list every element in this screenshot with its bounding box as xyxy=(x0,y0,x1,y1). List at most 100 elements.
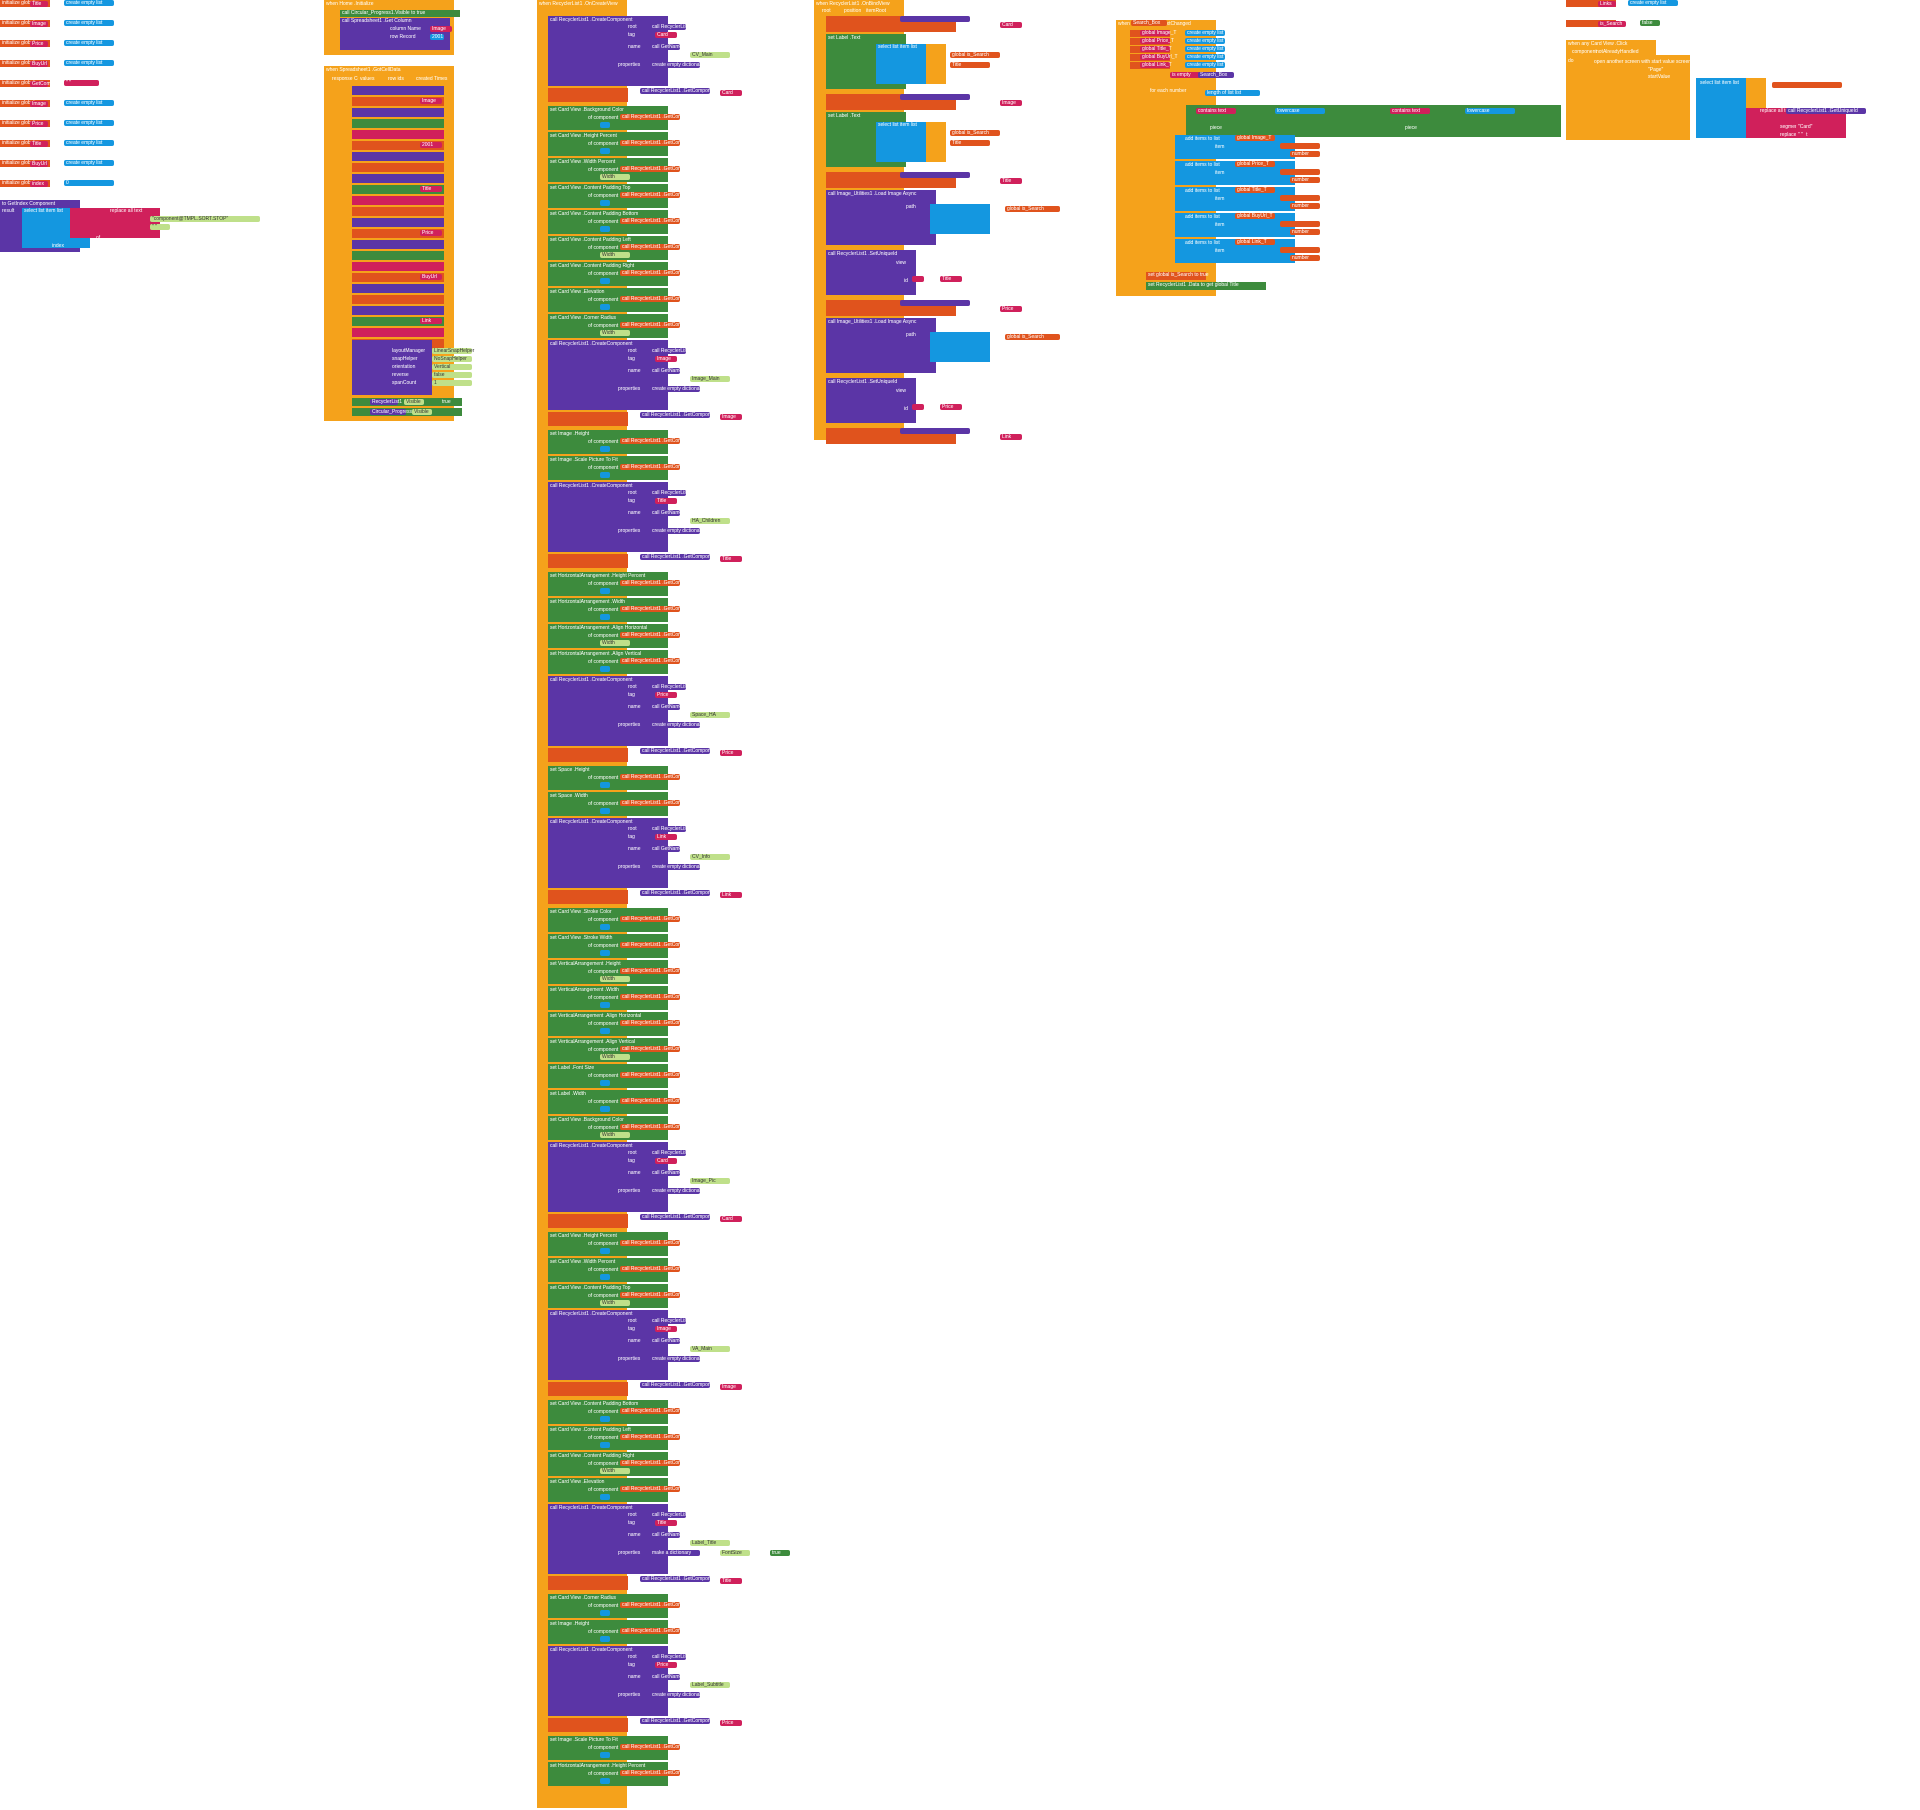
statement-row[interactable] xyxy=(352,251,444,260)
global-initializer[interactable]: initialize global xyxy=(0,40,50,47)
getname-pill[interactable]: call GetName xyxy=(650,510,682,516)
get-component-pill[interactable]: call RecyclerList1 .GetComponent xyxy=(620,296,698,302)
statement-row[interactable] xyxy=(352,240,444,249)
set-global-getcomponent[interactable] xyxy=(548,890,628,904)
tag-pill[interactable]: Link xyxy=(720,892,742,898)
statement-row[interactable] xyxy=(352,86,444,95)
get-component-pill[interactable]: call RecyclerList1 .GetComponent xyxy=(620,1292,698,1298)
get-component-pill[interactable]: call RecyclerList1 .GetComponent xyxy=(620,192,698,198)
statement-row[interactable] xyxy=(352,273,444,282)
select-list-block[interactable] xyxy=(930,204,990,234)
global-initializer[interactable]: initialize global xyxy=(0,0,50,7)
get-component-pill[interactable]: call RecyclerList1 .GetComponent xyxy=(620,580,698,586)
param-pill[interactable]: response Code xyxy=(330,76,366,82)
init-value-pill[interactable]: LinearSnapHelper xyxy=(432,348,474,354)
global-pill[interactable]: global Title_T xyxy=(1235,187,1275,193)
statement-row[interactable] xyxy=(352,295,444,304)
replacement-pill[interactable]: " " xyxy=(150,224,170,230)
empty-list-pill[interactable]: create empty list xyxy=(1185,46,1225,52)
get-component-pill[interactable]: call RecyclerList1 .GetComponent xyxy=(640,1718,718,1724)
dict-key-pill[interactable]: FontSize xyxy=(720,1550,750,1556)
get-component-pill[interactable]: call RecyclerList1 .GetComponent xyxy=(620,1460,698,1466)
create-component-block[interactable]: call RecyclerList1 .CreateComponent root t… xyxy=(548,1646,668,1716)
tag-pill[interactable]: Card xyxy=(1000,22,1022,28)
setter-value-pill[interactable] xyxy=(600,226,610,232)
get-component-pill[interactable]: call RecyclerList1 .GetComponent xyxy=(620,606,698,612)
setter-value-pill[interactable] xyxy=(600,614,610,620)
setter-value-pill[interactable]: Width xyxy=(600,1300,630,1306)
set-data[interactable] xyxy=(1146,282,1266,290)
global-pill[interactable]: global Link_T xyxy=(1235,239,1275,245)
statement-row[interactable] xyxy=(352,196,444,205)
param-pill[interactable]: values xyxy=(358,76,384,82)
global-pill[interactable]: global Image_T xyxy=(1140,30,1176,36)
get-component-pill[interactable]: call RecyclerList1 .GetComponent xyxy=(620,1124,698,1130)
global-name-pill[interactable]: Price xyxy=(30,41,48,47)
create-component-block[interactable]: call RecyclerList1 .CreateComponent root t… xyxy=(548,482,668,552)
segment-pill[interactable]: "component@TMPL.SORT.STOP" xyxy=(150,216,260,222)
dictionary-pill[interactable]: create empty dictionary xyxy=(650,864,704,870)
statement-row[interactable] xyxy=(352,163,444,172)
get-component-pill[interactable] xyxy=(900,428,970,434)
setter-value-pill[interactable] xyxy=(600,1636,610,1642)
get-component-pill[interactable]: call RecyclerList1 .GetComponent xyxy=(620,270,698,276)
tag-pill[interactable]: Title xyxy=(720,1578,742,1584)
dictionary-pill[interactable]: create empty dictionary xyxy=(650,386,704,392)
tag-pill[interactable]: Price xyxy=(655,1662,677,1668)
dictionary-pill[interactable]: create empty dictionary xyxy=(650,1188,704,1194)
set-global-getcomponent[interactable] xyxy=(548,748,628,762)
set-global-getcomponent[interactable] xyxy=(548,1214,628,1228)
tag-pill[interactable]: Image xyxy=(655,356,677,362)
index-value-pill[interactable] xyxy=(70,242,78,248)
tag-pill[interactable]: Title xyxy=(720,556,742,562)
replace-text-block[interactable] xyxy=(70,208,160,238)
global-name-pill[interactable]: Image xyxy=(30,101,48,107)
get-component-pill[interactable]: call RecyclerList1 .GetComponent xyxy=(640,1214,718,1220)
param-pill[interactable]: root xyxy=(820,8,840,14)
tag-pill[interactable]: Title xyxy=(940,276,962,282)
set-unique-id-block[interactable]: call RecyclerList1 .SetUniqueId view id xyxy=(826,250,916,295)
get-component-pill[interactable]: call RecyclerList1 .GetComponent xyxy=(620,994,698,1000)
get-component-pill[interactable]: call RecyclerList1 .GetComponent xyxy=(620,140,698,146)
get-component-pill[interactable]: call RecyclerList1 .GetComponent xyxy=(620,166,698,172)
inner-get-pill[interactable]: call RecyclerList1 .GetComponent xyxy=(650,1150,728,1156)
get-component-pill[interactable]: call RecyclerList1 .GetComponent xyxy=(620,942,698,948)
global-pill[interactable]: global Price_T xyxy=(1140,38,1174,44)
setter-value-pill[interactable] xyxy=(600,924,610,930)
get-component-pill[interactable]: call RecyclerList1 .GetComponent xyxy=(640,748,718,754)
open-screen-block[interactable] xyxy=(1590,55,1690,140)
global-initializer[interactable] xyxy=(1566,0,1616,7)
number-pill[interactable]: number xyxy=(1290,229,1320,235)
init-value-pill[interactable]: create empty list xyxy=(64,0,114,6)
value-pill[interactable]: 2001 xyxy=(420,142,442,148)
setter-value-pill[interactable] xyxy=(600,200,610,206)
is-search-pill[interactable]: global is_Search xyxy=(950,52,1000,58)
search-box-pill[interactable]: Search_Box xyxy=(1198,72,1234,78)
search-box-pill[interactable]: Search_Box xyxy=(1131,20,1167,26)
setter-value-pill[interactable] xyxy=(600,1106,610,1112)
global-name-pill[interactable]: Title xyxy=(30,1,48,7)
getname-pill[interactable]: call GetName xyxy=(650,368,682,374)
setter-value-pill[interactable] xyxy=(600,1442,610,1448)
recycler-initialize-block[interactable] xyxy=(352,340,432,395)
setter-value-pill[interactable] xyxy=(600,1416,610,1422)
value-pill[interactable]: Image xyxy=(420,98,442,104)
statement-row[interactable] xyxy=(352,174,444,183)
value-pill[interactable]: BuyUrl xyxy=(420,274,442,280)
tag-pill[interactable]: Price xyxy=(655,692,677,698)
getname-pill[interactable]: call GetName xyxy=(650,44,682,50)
init-value-pill[interactable]: NoSnapHelper xyxy=(432,356,472,362)
dictionary-pill[interactable]: make a dictionary xyxy=(650,1550,700,1556)
setter-value-pill[interactable]: Width xyxy=(600,174,630,180)
inner-get-pill[interactable]: call RecyclerList1 .GetComponent xyxy=(650,490,728,496)
global-name-pill[interactable]: BuyUrl xyxy=(30,61,48,67)
global-initializer[interactable] xyxy=(1566,20,1616,27)
create-component-block[interactable]: call RecyclerList1 .CreateComponent root t… xyxy=(548,1504,668,1574)
inner-get-pill[interactable]: call RecyclerList1 .GetComponent xyxy=(650,348,728,354)
get-component-pill[interactable]: call RecyclerList1 .GetComponent xyxy=(640,890,718,896)
number-pill[interactable]: number xyxy=(1290,203,1320,209)
contains-pill[interactable]: contains text xyxy=(1390,108,1430,114)
setter-value-pill[interactable] xyxy=(600,782,610,788)
title-pill[interactable]: Title xyxy=(950,140,990,146)
get-component-pill[interactable]: call RecyclerList1 .GetComponent xyxy=(640,412,718,418)
